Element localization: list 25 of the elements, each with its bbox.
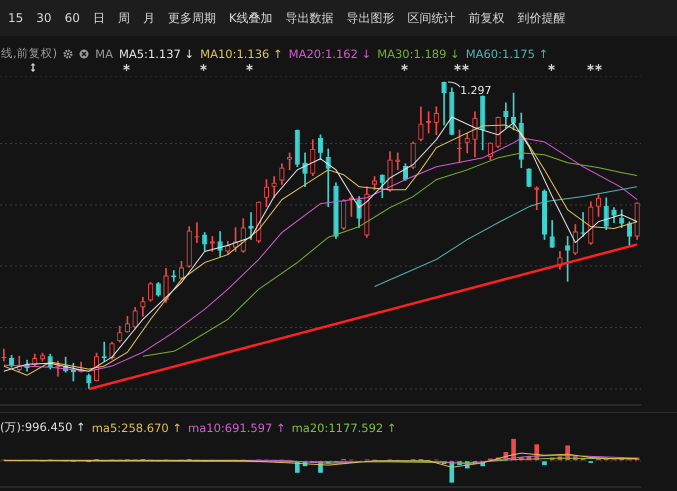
legend-title: (万):996.450 ↑ xyxy=(0,420,86,435)
text: MA5:1.137 ↓ xyxy=(118,46,194,60)
text: 区间统计 xyxy=(408,10,456,26)
text: 导出图形 xyxy=(346,10,395,26)
text: 导出数据 xyxy=(286,10,334,26)
chart-title: 线,前复权) xyxy=(1,46,58,61)
text: MA20:1.162 ↓ xyxy=(288,46,372,60)
text: 30 xyxy=(36,11,52,25)
text: 60 xyxy=(64,11,80,25)
text: 更多周期 xyxy=(168,10,216,26)
text: 周 xyxy=(118,10,130,26)
text: MA30:1.189 ↓ xyxy=(377,46,460,60)
legend-title: MA xyxy=(95,46,113,60)
text: ma20:1177.592 ↑ xyxy=(292,420,397,434)
text: 月 xyxy=(142,10,155,26)
text: 前复权 xyxy=(468,10,505,26)
text: MA60:1.175 ↑ xyxy=(466,46,548,60)
text: 15 xyxy=(8,11,24,25)
text: ma10:691.597 ↑ xyxy=(188,420,286,434)
text: 到价提醒 xyxy=(518,10,566,26)
text: K线叠加 xyxy=(228,10,273,26)
text: 1.297 xyxy=(460,84,492,97)
text: 日 xyxy=(92,10,105,26)
text: MA10:1.136 ↑ xyxy=(200,46,283,60)
text: ma5:258.670 ↑ xyxy=(92,420,182,434)
